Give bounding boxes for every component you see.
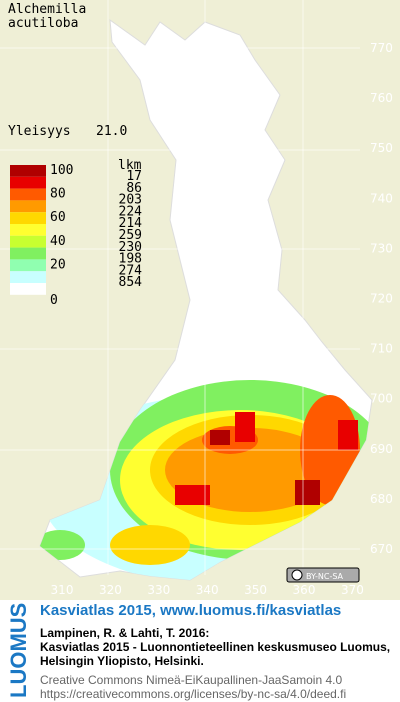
legend-swatch — [10, 165, 46, 177]
x-grid-label: 340 — [196, 583, 219, 597]
citation: Helsingin Yliopisto, Helsinki. — [40, 654, 204, 668]
y-grid-label: 740 — [370, 191, 393, 205]
headline[interactable]: Kasviatlas 2015, www.luomus.fi/kasviatla… — [40, 602, 341, 619]
y-grid-label: 670 — [370, 542, 393, 556]
x-grid-label: 320 — [99, 583, 122, 597]
legend-swatch — [10, 271, 46, 283]
legend-swatch — [10, 283, 46, 295]
x-grid-label: 350 — [244, 583, 267, 597]
legend-swatch — [10, 188, 46, 201]
citation: Kasviatlas 2015 - Luonnontieteellinen ke… — [40, 640, 390, 654]
y-grid-label: 690 — [370, 442, 393, 456]
legend-scale-label: 80 — [50, 187, 66, 202]
legend-count: 203 — [119, 193, 142, 208]
legend-scale-label: 40 — [50, 234, 66, 249]
y-grid-label: 710 — [370, 342, 393, 356]
legend-count: 230 — [119, 240, 142, 255]
citation: Lampinen, R. & Lahti, T. 2016: — [40, 626, 209, 640]
x-grid-label: 330 — [147, 583, 170, 597]
legend-count: 17 — [126, 169, 142, 184]
frequency-value: 21.0 — [96, 124, 127, 139]
badge-text: BY-NC-SA — [306, 572, 344, 581]
legend-count: 854 — [119, 275, 143, 290]
grid-labels: 770 760 750 740 730 720 710 700 690 680 670 310 320 3… — [51, 41, 393, 597]
x-grid-label: 370 — [341, 583, 364, 597]
x-grid-label: 310 — [51, 583, 74, 597]
species-name: acutiloba — [8, 16, 78, 31]
finland-map — [0, 0, 373, 581]
frequency-label: Yleisyys — [8, 124, 71, 139]
y-grid-label: 680 — [370, 492, 393, 506]
legend-swatch — [10, 200, 46, 213]
legend-scale-label: 60 — [50, 210, 66, 225]
species-name: Alchemilla — [8, 2, 86, 17]
y-grid-label: 720 — [370, 292, 393, 306]
y-grid-label: 750 — [370, 141, 393, 155]
legend-count: 259 — [119, 228, 142, 243]
license-badge: BY-NC-SA — [286, 567, 360, 583]
y-grid-label: 700 — [370, 392, 393, 406]
legend-scale-label: 0 — [50, 293, 58, 308]
y-grid-label: 770 — [370, 41, 393, 55]
legend-swatch — [10, 247, 46, 260]
brand: LUOMUS — [6, 603, 31, 698]
legend-count: 214 — [119, 216, 143, 231]
license-url[interactable]: https://creativecommons.org/licenses/by-… — [40, 687, 346, 701]
y-grid-label: 760 — [370, 91, 393, 105]
legend-scale-label: 20 — [50, 257, 66, 272]
legend-swatch — [10, 259, 46, 272]
legend-swatch — [10, 212, 46, 224]
legend-swatch — [10, 224, 46, 236]
count-header: lkm — [118, 158, 142, 173]
legend-count: 224 — [119, 204, 143, 219]
y-grid-label: 730 — [370, 241, 393, 255]
legend-swatch — [10, 235, 46, 248]
x-grid-label: 360 — [293, 583, 316, 597]
legend-count: 86 — [126, 181, 142, 196]
legend-swatch — [10, 176, 46, 189]
legend-count: 198 — [119, 252, 142, 267]
legend-scale-label: 100 — [50, 163, 73, 178]
legend-count: 274 — [119, 263, 143, 278]
license: Creative Commons Nimeä-EiKaupallinen-Jaa… — [40, 673, 342, 687]
